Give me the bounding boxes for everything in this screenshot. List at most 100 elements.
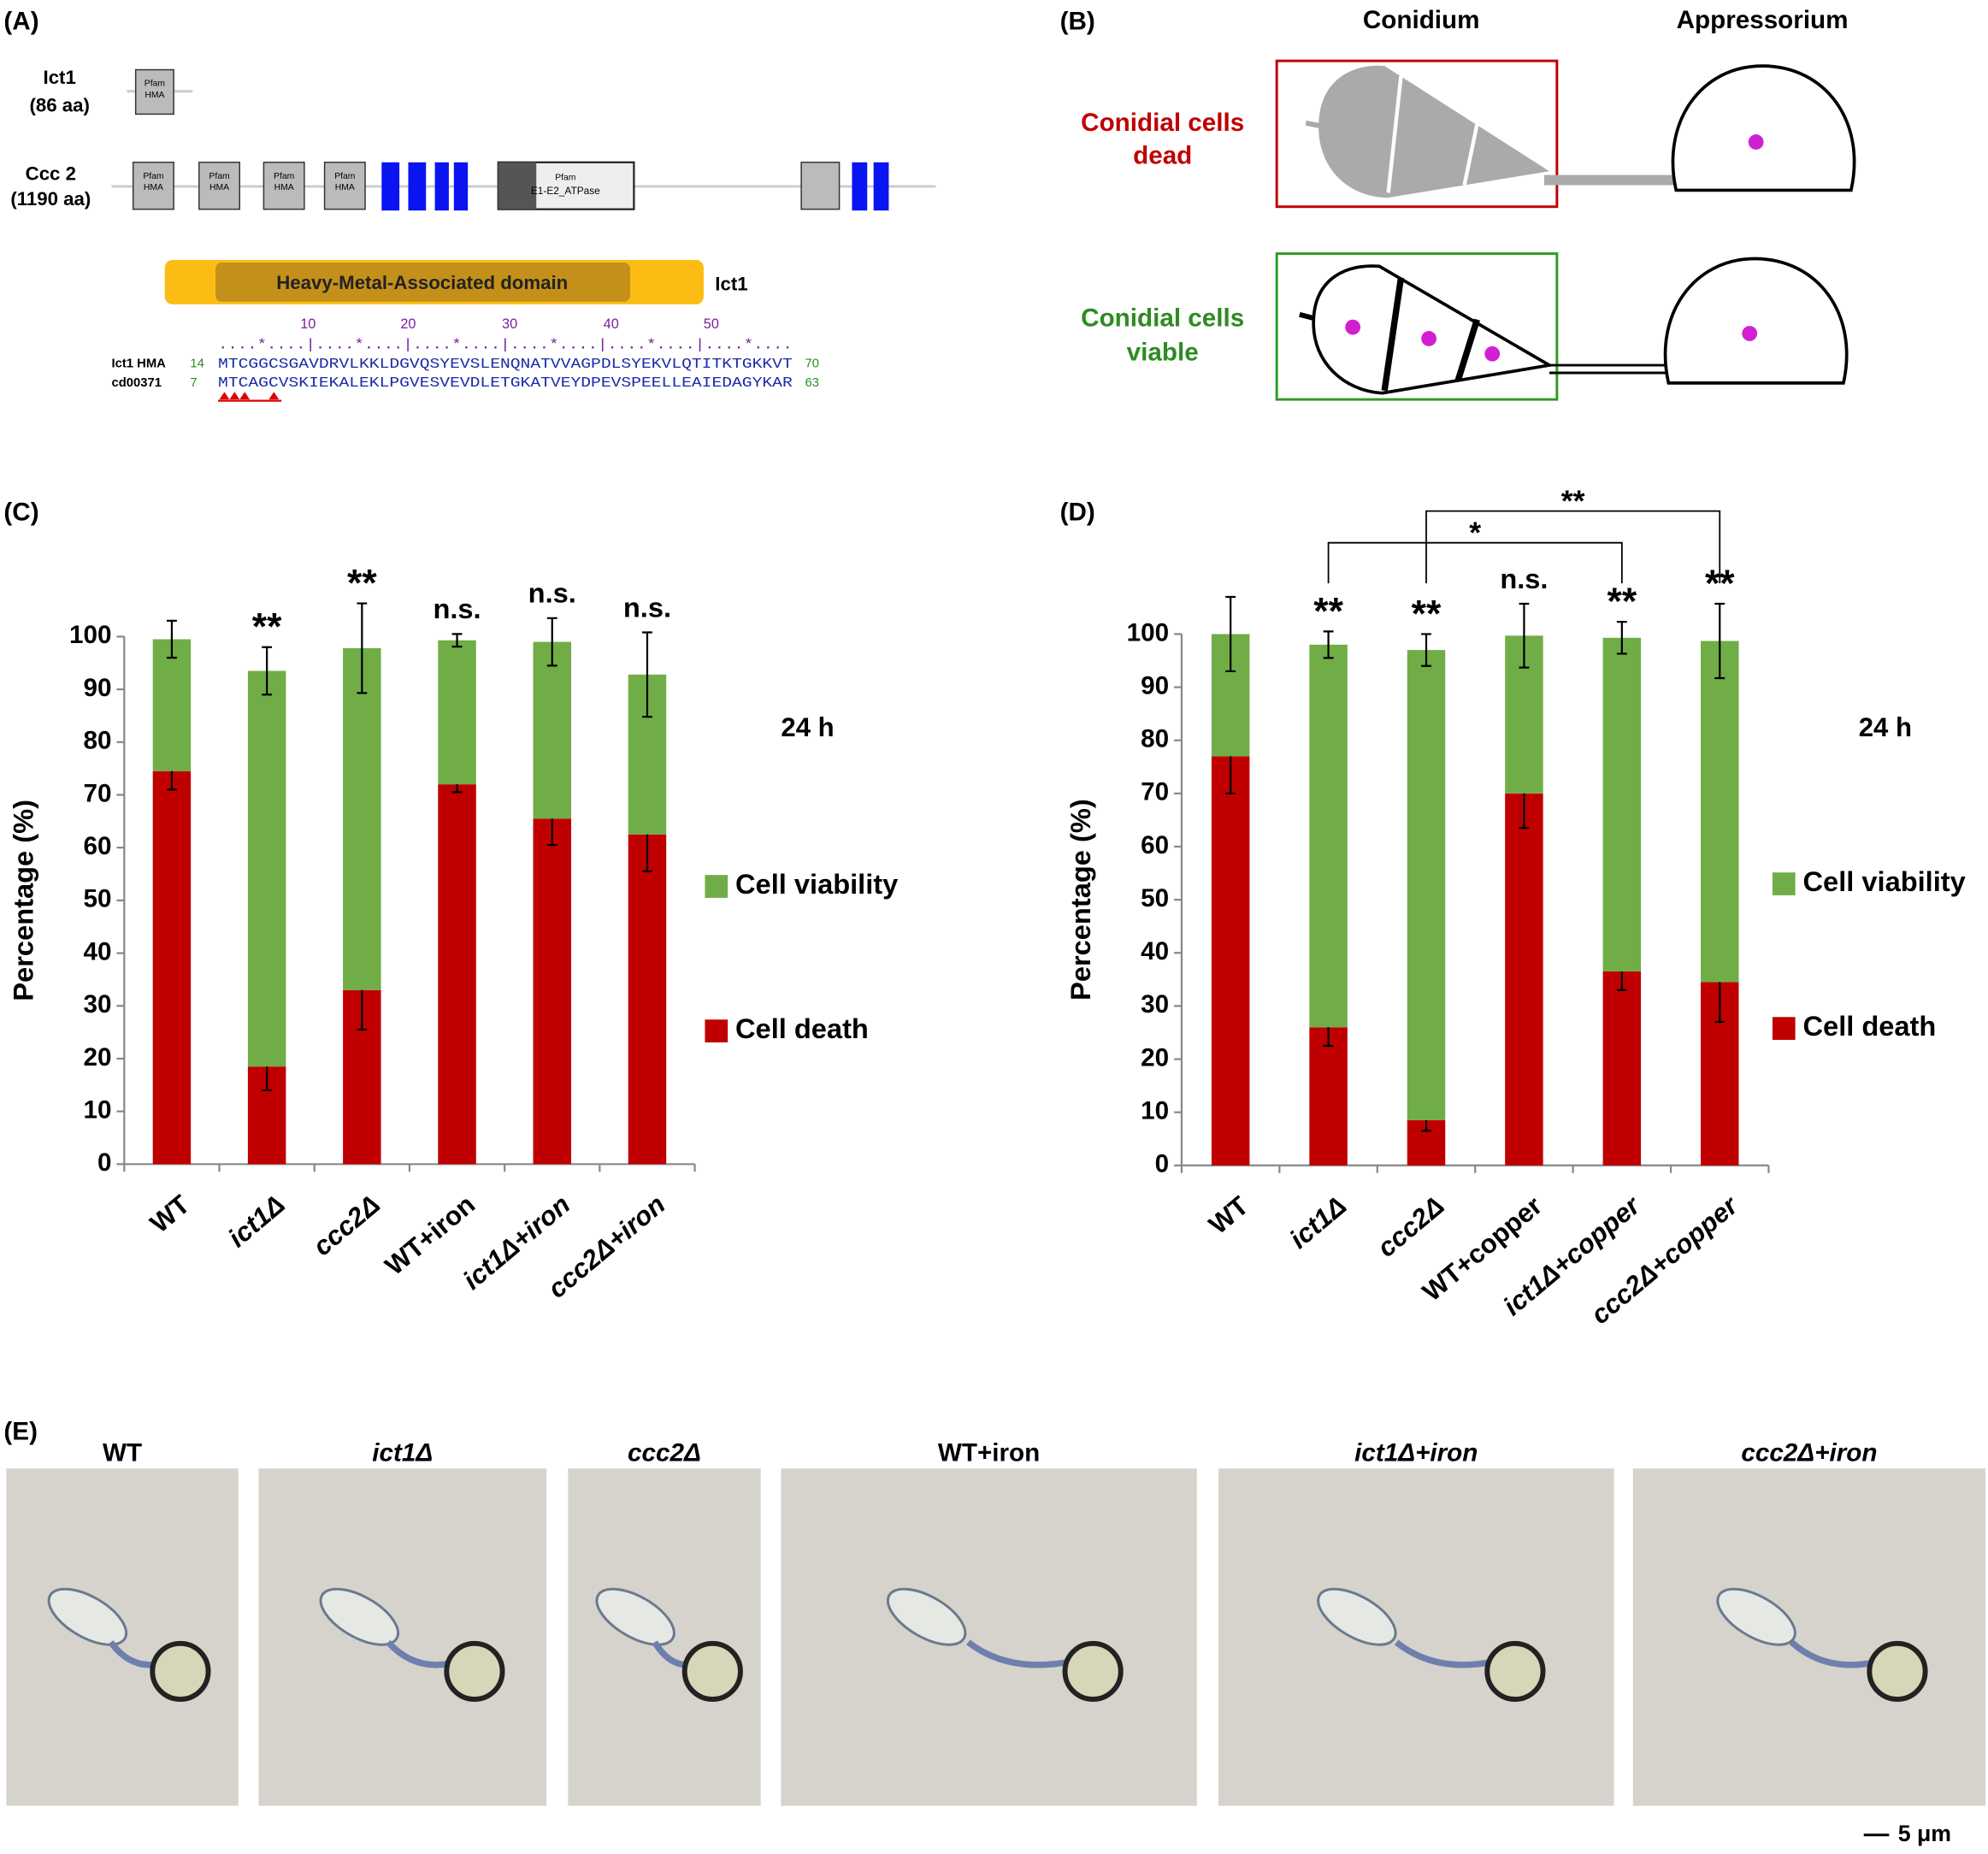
appressorium — [1663, 257, 1849, 385]
seq-name: cd00371 — [111, 376, 161, 390]
y-tick-label: 30 — [84, 990, 112, 1019]
x-tick-label: WT — [1203, 1190, 1254, 1240]
pfam-box — [132, 162, 174, 210]
seq-name: Ict1 HMA — [111, 357, 166, 371]
domain-bar — [408, 162, 427, 211]
conidium — [595, 1587, 675, 1646]
comparison-bracket — [1327, 541, 1623, 584]
domain-bar — [453, 162, 469, 211]
bar-segment — [1602, 971, 1642, 1166]
protein-length: (86 aa) — [29, 94, 89, 115]
y-tick-label: 80 — [84, 727, 112, 755]
y-tick-label: 90 — [84, 674, 112, 702]
box-dead — [1275, 59, 1559, 209]
pfam-shade — [498, 162, 537, 210]
conidium — [886, 1587, 967, 1646]
significance: ** — [1608, 581, 1637, 623]
pfam-text: Pfam — [274, 172, 294, 181]
micrograph — [1218, 1468, 1614, 1806]
pfam-box — [134, 68, 174, 115]
error-bar — [1323, 630, 1334, 659]
x-tick-label: ict1Δ — [1284, 1190, 1353, 1255]
image-label: ccc2Δ+iron — [1741, 1439, 1877, 1467]
micrograph — [1632, 1468, 1986, 1806]
legend-label: Cell viability — [1803, 865, 1966, 897]
pfam-text: Pfam — [143, 172, 163, 181]
comparison-label: * — [1469, 516, 1481, 550]
significance: ** — [252, 606, 282, 648]
domain-bar — [873, 162, 889, 211]
bar-segment — [1309, 1027, 1348, 1166]
seq-end: 63 — [805, 376, 819, 390]
header: Appressorium — [1677, 6, 1849, 34]
image-label: ict1Δ — [372, 1439, 433, 1467]
bar-segment — [1602, 637, 1642, 971]
pfam-text: Pfam — [209, 172, 229, 181]
state-label: viable — [1127, 339, 1199, 367]
sequence: MTCGGCSGAVDRVLKKLDGVQSYEVSLENQNATVVAGPDL… — [218, 356, 793, 372]
legend-swatch — [1772, 1017, 1796, 1040]
y-tick-label: 70 — [1141, 778, 1169, 806]
septum — [1462, 123, 1479, 186]
image-label: WT+iron — [938, 1439, 1040, 1467]
septum — [1386, 75, 1403, 193]
ruler-number: 40 — [604, 316, 619, 332]
bar-segment — [1211, 756, 1250, 1166]
y-tick-label: 0 — [1155, 1150, 1169, 1178]
y-tick-label: 20 — [1141, 1043, 1169, 1072]
y-tick-label: 50 — [84, 885, 112, 913]
panel-b: Conidium Appressorium Conidial cells dea… — [1081, 6, 1856, 401]
error-bar — [262, 646, 273, 696]
error-bar — [1421, 633, 1431, 667]
pfam-box — [263, 162, 305, 210]
bar-segment — [1701, 641, 1739, 983]
pfam-box — [323, 162, 366, 210]
y-tick-label: 100 — [69, 621, 111, 649]
pfam-box — [198, 162, 240, 210]
pfam-text: Pfam — [334, 172, 355, 181]
domain-bar — [434, 162, 449, 211]
bar-segment — [152, 639, 192, 771]
pfam-text: HMA — [145, 91, 164, 100]
error-bar — [166, 619, 177, 659]
legend-swatch — [705, 1019, 729, 1042]
legend-label: Cell viability — [735, 868, 898, 900]
appressorium — [150, 1640, 211, 1703]
x-tick-label: WT — [145, 1190, 196, 1239]
y-tick-label: 40 — [84, 937, 112, 965]
y-axis-label: Percentage (%) — [7, 800, 38, 1001]
error-bar — [1714, 602, 1725, 680]
comparison-label: ** — [1561, 484, 1585, 518]
pfam-text: HMA — [274, 183, 294, 192]
ruler-number: 20 — [400, 316, 416, 332]
ruler-number: 50 — [704, 316, 719, 332]
seq-end: 70 — [805, 357, 819, 371]
conidium — [47, 1587, 128, 1646]
domain-bar — [381, 162, 400, 211]
panel-label: (E) — [3, 1418, 38, 1446]
error-bar — [1225, 595, 1236, 673]
seq-start: 14 — [190, 357, 204, 371]
state-label: dead — [1133, 142, 1192, 170]
bar-segment — [343, 647, 381, 990]
pfam-text: E1-E2_ATPase — [531, 185, 600, 197]
y-tick-label: 10 — [1141, 1096, 1169, 1125]
significance: ** — [1313, 590, 1343, 632]
significance: n.s. — [1500, 563, 1548, 594]
significance: n.s. — [433, 593, 481, 624]
nucleus — [1421, 331, 1436, 346]
error-bar — [451, 633, 463, 648]
bar-segment — [628, 834, 667, 1165]
significance: n.s. — [528, 577, 576, 609]
legend-swatch — [1772, 872, 1796, 895]
bar-segment — [1407, 650, 1446, 1120]
comparison-bracket — [1425, 510, 1721, 584]
y-axis-label: Percentage (%) — [1065, 799, 1096, 1001]
bar-segment — [533, 641, 571, 819]
ruler-number: 30 — [502, 316, 517, 332]
conidium-dead — [1318, 65, 1549, 198]
image-label: ccc2Δ — [628, 1439, 701, 1467]
pfam-text: HMA — [335, 183, 355, 192]
appressorium — [1867, 1640, 1928, 1703]
